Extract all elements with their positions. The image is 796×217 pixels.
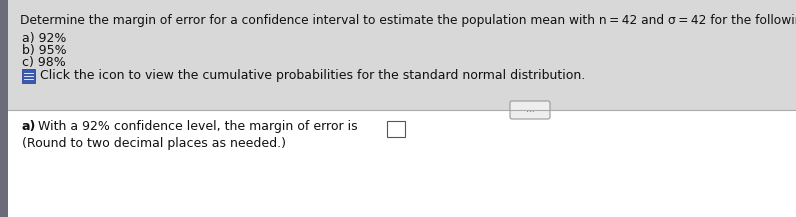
Bar [0, 0, 8, 217]
Text: Determine the margin of error for a confidence interval to estimate the populati: Determine the margin of error for a conf… [20, 14, 796, 27]
Bar [0, 110, 796, 217]
FancyBboxPatch shape [510, 101, 550, 119]
Text: With a 92% confidence level, the margin of error is: With a 92% confidence level, the margin … [34, 120, 357, 133]
Text: c) 98%: c) 98% [22, 56, 66, 69]
Bar [22, 69, 35, 83]
Text: a): a) [22, 120, 37, 133]
Text: ...: ... [525, 105, 534, 115]
Text: a) 92%: a) 92% [22, 32, 66, 45]
Text: (Round to two decimal places as needed.): (Round to two decimal places as needed.) [22, 137, 286, 150]
Text: Click the icon to view the cumulative probabilities for the standard normal dist: Click the icon to view the cumulative pr… [40, 69, 585, 82]
Bar [387, 121, 405, 137]
Bar [0, 0, 796, 110]
Text: b) 95%: b) 95% [22, 44, 67, 57]
